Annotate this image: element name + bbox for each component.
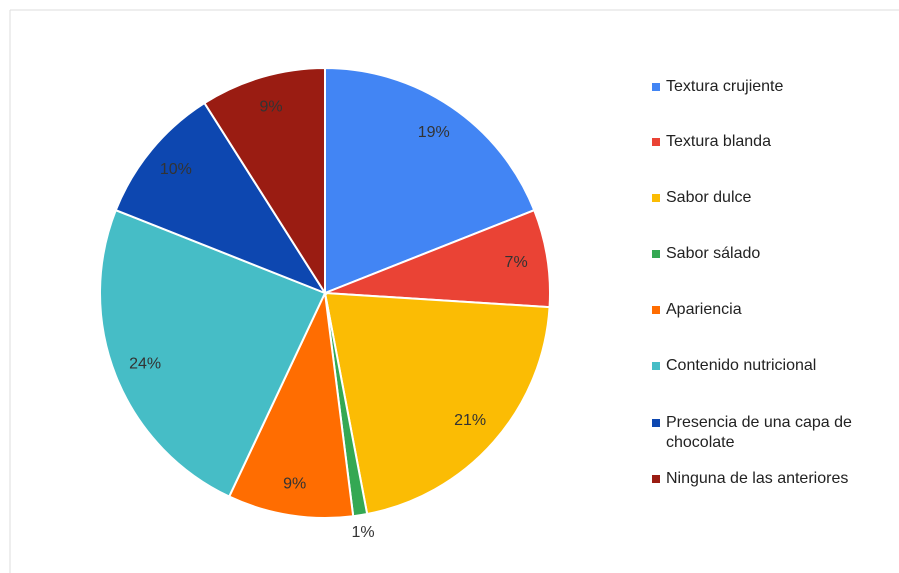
pie-slice (114, 101, 328, 296)
legend-label: Contenido nutricional (666, 357, 817, 374)
legend-item: Ninguna de las anteriores (652, 469, 898, 489)
legend-label: Presencia de una capa de chocolate (666, 414, 852, 451)
pie-slice (203, 66, 326, 297)
legend-label: Ninguna de las anteriores (666, 470, 849, 487)
pie-slice (324, 66, 536, 295)
slice-label: 24% (129, 355, 161, 372)
legend-swatch (652, 475, 660, 483)
legend-label: Sabor dulce (666, 189, 752, 206)
legend-swatch (652, 83, 660, 91)
legend-label: Textura crujiente (666, 78, 784, 95)
legend-label: Textura blanda (666, 133, 771, 150)
legend-item: Sabor sálado (652, 244, 898, 264)
slice-label: 21% (454, 412, 486, 429)
legend-item: Apariencia (652, 300, 898, 320)
pie-slice (99, 208, 327, 498)
legend-swatch (652, 362, 660, 370)
legend-swatch (652, 419, 660, 427)
slice-label: 7% (505, 254, 528, 271)
slice-label: 9% (259, 98, 282, 115)
legend-item: Sabor dulce (652, 188, 898, 208)
legend-swatch (652, 250, 660, 258)
pie: 19% 7% 21% 1% 9% 24% 10% 9% (99, 66, 551, 541)
slice-label: 1% (351, 524, 374, 541)
slice-label: 19% (418, 124, 450, 141)
pie-slice (227, 289, 355, 519)
legend-item: Presencia de una capa de chocolate (652, 413, 898, 453)
legend-swatch (652, 138, 660, 146)
legend-swatch (652, 194, 660, 202)
legend-item: Textura crujiente (652, 77, 898, 97)
slice-label: 9% (283, 475, 306, 492)
pie-slice (323, 291, 551, 516)
legend-label: Sabor sálado (666, 245, 761, 262)
slice-label: 10% (160, 161, 192, 178)
legend-label: Apariencia (666, 301, 742, 318)
legend-item: Textura blanda (652, 132, 898, 152)
legend-swatch (652, 306, 660, 314)
legend-item: Contenido nutricional (652, 356, 898, 376)
